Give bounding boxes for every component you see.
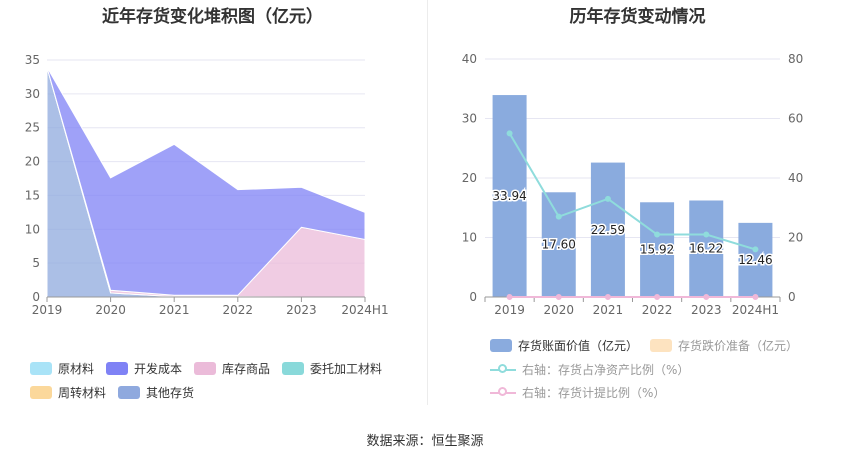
legend-label: 右轴：存货占净资产比例（%）: [522, 363, 690, 377]
x-tick-label: 2021: [159, 303, 190, 317]
legend-swatch: [194, 362, 216, 375]
legend-label: 开发成本: [134, 362, 183, 376]
panel-divider: [427, 0, 428, 405]
line-point: [604, 195, 611, 202]
x-tick-label: 2023: [691, 303, 722, 317]
data-source-note: 数据来源：恒生聚源: [366, 434, 484, 449]
legend-swatch: [490, 339, 512, 352]
legend-item-other-inventory[interactable]: 其他存货: [118, 384, 194, 401]
y-tick-label: 0: [32, 290, 40, 304]
legend-swatch: [118, 386, 140, 399]
y-tick-label: 25: [25, 121, 40, 135]
y-tick-label: 10: [25, 222, 40, 236]
y-tick-label: 35: [25, 53, 40, 67]
y-tick-label: 5: [32, 256, 40, 270]
legend-swatch: [30, 362, 52, 375]
legend-item-provision-ratio[interactable]: 右轴：存货计提比例（%）: [490, 384, 665, 401]
legend-label: 存货跌价准备（亿元）: [678, 339, 799, 353]
legend-label: 其他存货: [146, 386, 195, 400]
legend-line-marker: [490, 386, 516, 399]
x-tick-label: 2019: [494, 303, 525, 317]
legend-item-consigned-processing[interactable]: 委托加工材料: [282, 360, 382, 377]
bar-value-label: 33.94: [492, 189, 526, 203]
y-tick-label: 10: [462, 231, 477, 245]
left-stacked-area-chart: 0 5 10 15 20 25 30 35 2019 2020 2021 2022 2023 2024H1: [25, 53, 389, 317]
legend-label: 原材料: [58, 362, 95, 376]
line-series: [508, 132, 756, 251]
line-point: [506, 294, 513, 300]
x-tick-label: 2020: [95, 303, 126, 317]
line-point: [654, 231, 661, 238]
line-point: [604, 294, 611, 300]
y2-tick-label: 40: [788, 171, 803, 185]
legend-label: 库存商品: [222, 362, 271, 376]
y2-tick-label: 0: [788, 290, 796, 304]
line-point: [752, 246, 759, 253]
line-point: [506, 130, 513, 137]
line-point: [555, 213, 562, 220]
bar-value-label: 12.46: [738, 253, 772, 267]
bar: [640, 202, 675, 297]
line-point: [555, 294, 562, 300]
x-tick-label: 2019: [32, 303, 63, 317]
y-tick-label: 30: [25, 87, 40, 101]
left-chart-title: 近年存货变化堆积图（亿元）: [102, 7, 323, 27]
legend-label: 周转材料: [58, 386, 107, 400]
bar: [492, 95, 527, 297]
legend-swatch: [282, 362, 304, 375]
line-point: [654, 294, 661, 300]
legend-swatch: [650, 339, 672, 352]
y-tick-label: 15: [25, 188, 40, 202]
x-tick-label: 2024H1: [341, 303, 388, 317]
x-tick-label: 2023: [286, 303, 317, 317]
area-series-2: [46, 65, 366, 296]
legend-line-marker: [490, 363, 516, 376]
bar-value-label: 16.22: [689, 242, 723, 256]
legend-swatch: [106, 362, 128, 375]
right-bar-line-chart: 0 10 20 30 40 0 20 40 60 80 2019 2020 2021 2022 2023 20…: [462, 52, 804, 317]
x-tick-label: 2020: [543, 303, 574, 317]
bar: [590, 162, 625, 297]
y-tick-label: 20: [462, 171, 477, 185]
bar-value-label: 22.59: [591, 223, 625, 237]
legend-label: 委托加工材料: [310, 362, 383, 376]
x-tick-label: 2022: [223, 303, 254, 317]
legend-item-ratio-net-assets[interactable]: 右轴：存货占净资产比例（%）: [490, 361, 689, 378]
y2-tick-label: 20: [788, 231, 803, 245]
line-point: [703, 231, 710, 238]
x-tick-label: 2024H1: [732, 303, 779, 317]
y2-tick-label: 80: [788, 52, 803, 66]
bar-value-label: 15.92: [640, 243, 674, 257]
y-tick-label: 40: [462, 52, 477, 66]
bar-value-label: 17.60: [542, 238, 576, 252]
y-tick-label: 0: [469, 290, 477, 304]
bar: [689, 200, 724, 297]
legend-item-development-cost[interactable]: 开发成本: [106, 360, 182, 377]
x-tick-label: 2022: [642, 303, 673, 317]
legend-item-goods-in-stock[interactable]: 库存商品: [194, 360, 270, 377]
legend-label: 右轴：存货计提比例（%）: [522, 386, 666, 400]
y-tick-label: 20: [25, 155, 40, 169]
right-chart-title: 历年存货变动情况: [569, 7, 706, 27]
legend-item-impairment[interactable]: 存货跌价准备（亿元）: [650, 337, 798, 354]
y2-tick-label: 60: [788, 112, 803, 126]
legend-item-revolving-materials[interactable]: 周转材料: [30, 384, 106, 401]
legend-item-raw-materials[interactable]: 原材料: [30, 360, 94, 377]
bar: [738, 222, 773, 297]
legend-item-book-value[interactable]: 存货账面价值（亿元）: [490, 337, 638, 354]
x-tick-label: 2021: [593, 303, 624, 317]
legend-label: 存货账面价值（亿元）: [518, 339, 639, 353]
line-point: [703, 294, 710, 300]
bar: [541, 192, 576, 297]
legend-swatch: [30, 386, 52, 399]
line-point: [752, 294, 759, 300]
y-tick-label: 30: [462, 112, 477, 126]
